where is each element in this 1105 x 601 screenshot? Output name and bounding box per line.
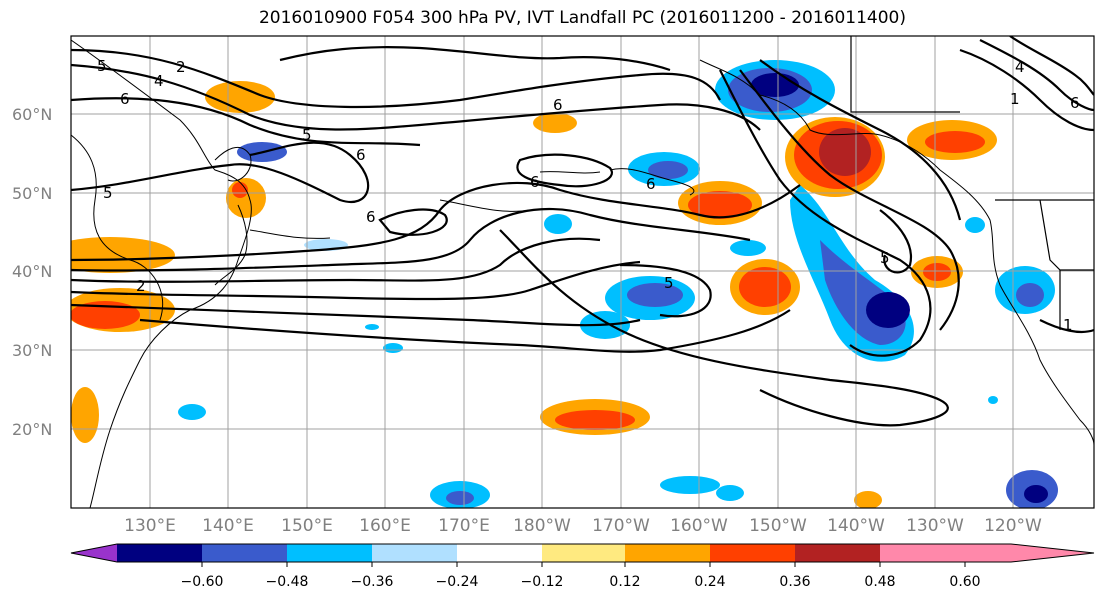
- colorbar-segment: [202, 544, 287, 562]
- colorbar-segment: [542, 544, 625, 562]
- colorbar-segment: [625, 544, 710, 562]
- contour-label: 5: [880, 249, 890, 267]
- graticule: [71, 36, 1094, 508]
- colorbar-tick-label: 0.24: [694, 574, 725, 590]
- colorbar-extend-low: [71, 544, 117, 562]
- lon-label: 130°W: [906, 516, 964, 536]
- lon-label: 150°W: [749, 516, 807, 536]
- contour-label: 6: [356, 146, 366, 164]
- colorbar-tick-label: −0.36: [351, 574, 394, 590]
- contour-label: 5: [103, 184, 113, 202]
- contour-label: 5: [302, 126, 312, 144]
- lat-label: 60°N: [12, 105, 52, 124]
- colorbar: −0.60 −0.48 −0.36 −0.24 −0.12 0.12 0.24 …: [70, 543, 1095, 590]
- negative-anomaly-shading: [178, 60, 1058, 508]
- contour-label: 6: [1070, 94, 1080, 112]
- contour-labels: 5 6 4 2 5 6 6 6 6 6 5 5 5 2 4 6 1 1: [97, 57, 1080, 334]
- lat-label: 50°N: [12, 184, 52, 203]
- colorbar-segment: [287, 544, 372, 562]
- contour-label: 4: [154, 72, 164, 90]
- colorbar-tick-label: 0.60: [949, 574, 980, 590]
- contour-label: 6: [530, 173, 540, 191]
- contour-label: 5: [97, 57, 107, 75]
- lat-label: 30°N: [12, 341, 52, 360]
- lat-label: 20°N: [12, 420, 52, 439]
- latitude-labels: 20°N 30°N 40°N 50°N 60°N: [12, 105, 52, 439]
- colorbar-segment: [457, 544, 542, 562]
- colorbar-extend-high: [965, 544, 1094, 562]
- colorbar-tick-label: −0.48: [266, 574, 309, 590]
- lon-label: 170°W: [592, 516, 650, 536]
- colorbar-tick-label: −0.12: [521, 574, 564, 590]
- contour-label: 1: [1010, 90, 1020, 108]
- colorbar-segment: [710, 544, 795, 562]
- pv-contours: [71, 36, 1094, 427]
- colorbar-tick-label: 0.48: [864, 574, 895, 590]
- contour-label: 6: [366, 208, 376, 226]
- political-borders: [850, 36, 1094, 330]
- colorbar-segment: [372, 544, 457, 562]
- map-title: 2016010900 F054 300 hPa PV, IVT Landfall…: [258, 8, 906, 28]
- contour-label: 6: [646, 175, 656, 193]
- colorbar-tick-label: 0.12: [609, 574, 640, 590]
- lon-label: 150°E: [281, 516, 333, 536]
- contour-label: 5: [664, 274, 674, 292]
- colorbar-segment: [117, 544, 202, 562]
- lon-label: 160°W: [670, 516, 728, 536]
- map-frame: [70, 35, 1095, 509]
- lon-label: 160°E: [359, 516, 411, 536]
- colorbar-tick-label: −0.60: [181, 574, 224, 590]
- colorbar-tick-label: 0.36: [779, 574, 810, 590]
- contour-label: 2: [136, 277, 146, 295]
- colorbar-tick-label: −0.24: [436, 574, 479, 590]
- lat-label: 40°N: [12, 262, 52, 281]
- map-plot-area: 5 6 4 2 5 6 6 6 6 6 5 5 5 2 4 6 1 1: [71, 36, 1094, 508]
- colorbar-segment: [880, 544, 965, 562]
- lon-label: 130°E: [124, 516, 176, 536]
- lon-label: 170°E: [438, 516, 490, 536]
- lon-label: 140°E: [202, 516, 254, 536]
- contour-label: 6: [553, 96, 563, 114]
- contour-label: 1: [1063, 316, 1073, 334]
- contour-label: 6: [120, 90, 130, 108]
- lon-label: 140°W: [827, 516, 885, 536]
- colorbar-segment: [795, 544, 880, 562]
- contour-label: 2: [176, 58, 186, 76]
- longitude-labels: 130°E 140°E 150°E 160°E 170°E 180°W 170°…: [124, 516, 1042, 536]
- lon-label: 120°W: [984, 516, 1042, 536]
- contour-label: 4: [1015, 58, 1025, 76]
- lon-label: 180°W: [513, 516, 571, 536]
